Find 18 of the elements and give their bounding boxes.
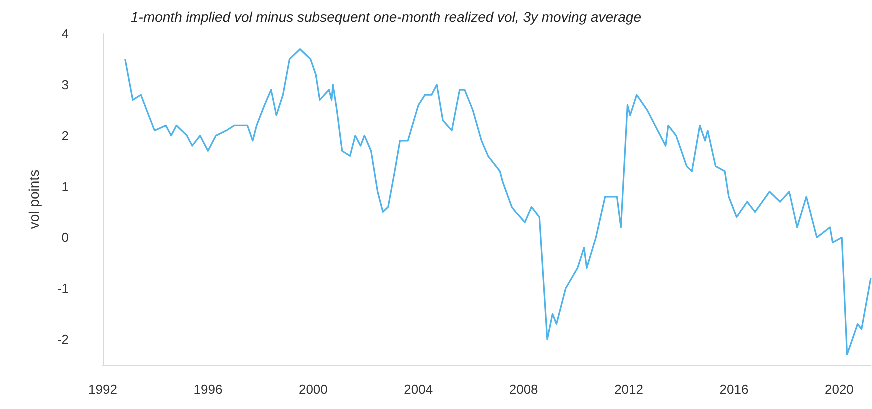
x-tick-label: 2004 [404, 382, 434, 397]
y-tick-label: 2 [62, 128, 69, 144]
line-series [124, 48, 872, 356]
y-tick-label: -1 [57, 281, 69, 296]
x-tick-label: 1992 [88, 382, 118, 397]
y-tick-label: 0 [62, 230, 69, 246]
y-tick-label: -2 [57, 332, 69, 348]
y-tick-label: 4 [62, 26, 69, 42]
x-tick-label: 2008 [509, 382, 538, 397]
x-tick-label: 2016 [720, 382, 749, 397]
x-tick-label: 2000 [298, 382, 328, 397]
x-tick-label: 1996 [194, 382, 223, 397]
x-tick-label: 2012 [614, 382, 644, 397]
y-axis-title: vol points [26, 170, 42, 230]
x-tick-label: 2020 [824, 382, 854, 397]
y-tick-label: 1 [62, 179, 69, 194]
y-tick-label: 3 [62, 77, 69, 92]
chart-title: 1-month implied vol minus subsequent one-month realized vol, 3y moving average [131, 9, 642, 25]
